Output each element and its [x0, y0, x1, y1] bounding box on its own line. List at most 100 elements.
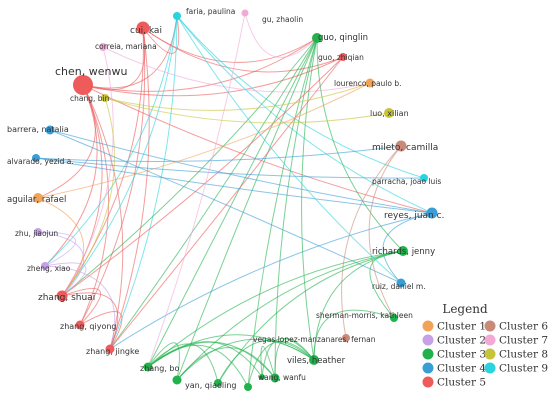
node-lourenco[interactable]: [365, 78, 375, 88]
edge-aguilar-lourenco: [37, 82, 371, 199]
node-wang[interactable]: [270, 373, 280, 383]
node-viles[interactable]: [309, 355, 319, 365]
node-label-correia: correia, mariana: [95, 42, 157, 51]
edge-zheng-zhang_j: [44, 265, 116, 350]
node-guo_q[interactable]: [312, 33, 322, 43]
edge-chang-lourenco: [104, 82, 371, 111]
node-aguilar[interactable]: [33, 193, 43, 203]
node-sherman[interactable]: [390, 314, 398, 322]
edge-guo_q-yan: [176, 37, 318, 381]
node-richards[interactable]: [398, 246, 408, 256]
node-label-zhu: zhu, jiaojun: [15, 229, 58, 238]
node-gu[interactable]: [241, 9, 249, 17]
node-guo_z[interactable]: [339, 53, 347, 61]
node-zhang_j[interactable]: [105, 344, 115, 354]
edge-zhu-zheng: [37, 231, 77, 267]
edge-correia-lourenco: [102, 46, 371, 93]
node-label-chang: chang, bin: [70, 94, 110, 103]
edge-guo_q-viles: [301, 37, 318, 361]
legend-swatch-4: [422, 362, 434, 374]
edge-alvarado-mileto: [35, 145, 402, 162]
edge-guo_q-zhang_b: [147, 37, 318, 368]
node-label-zhang_j: zhang, jingke: [86, 347, 139, 356]
node-label-vegas: vegas lopez-manzanares, fernan: [253, 335, 376, 344]
node-label-faria: faria, paulina: [186, 7, 235, 16]
edge-viles-yan: [176, 339, 315, 381]
edge-zhang_b-n_small1: [147, 343, 219, 384]
edge-zheng-zhang_s: [44, 262, 87, 297]
node-label-guo_q: guo, qinglin: [318, 33, 368, 43]
legend-swatch-7: [484, 334, 496, 346]
node-label-reyes: reyes, juan c.: [384, 211, 444, 221]
edge-guo_q-wang: [274, 37, 318, 379]
edge-richards-yan: [176, 250, 404, 381]
node-yan[interactable]: [172, 375, 182, 385]
node-faria[interactable]: [173, 12, 181, 20]
node-zhang_s[interactable]: [56, 290, 68, 302]
node-n_small3[interactable]: [259, 374, 265, 380]
edge-zhu-zhang_s: [37, 231, 85, 297]
network-nodes: [32, 9, 438, 391]
node-cui[interactable]: [136, 21, 150, 35]
node-reyes[interactable]: [426, 207, 438, 219]
legend-label-1: Cluster 1: [437, 321, 486, 333]
edge-alvarado-reyes: [35, 157, 433, 214]
edge-cui-guo_q: [142, 27, 318, 63]
legend-label-3: Cluster 3: [437, 349, 486, 361]
node-chen[interactable]: [73, 75, 93, 95]
node-correia[interactable]: [99, 43, 107, 51]
edge-alvarado-parracha: [35, 157, 425, 179]
node-label-zhang_s: zhang, shuai: [38, 293, 95, 303]
node-label-alvarado: alvarado, yezid a.: [7, 157, 74, 166]
node-label-gu: gu, zhaolin: [262, 15, 303, 24]
edge-chen-guo_q: [82, 37, 318, 92]
node-chang[interactable]: [101, 94, 109, 102]
node-label-lourenco: lourenco, paulo b.: [334, 79, 402, 88]
edge-barrera-reyes: [49, 129, 433, 214]
node-zheng[interactable]: [41, 262, 49, 270]
edge-viles-wang: [274, 338, 315, 379]
node-alvarado[interactable]: [32, 154, 40, 162]
node-barrera[interactable]: [45, 125, 55, 135]
node-label-richards: richards, jenny: [372, 247, 435, 257]
node-n_small2[interactable]: [244, 383, 252, 391]
legend-swatch-2: [422, 334, 434, 346]
edge-chen-zheng: [44, 84, 98, 267]
legend-items: Cluster 1 Cluster 6 Cluster 2 Cluster 7 Clus…: [422, 320, 548, 389]
legend-label-4: Cluster 4: [437, 363, 486, 375]
node-label-parracha: parracha, joao luis: [372, 177, 441, 186]
edge-cui-zhang_q: [79, 27, 146, 326]
node-ruiz[interactable]: [396, 278, 406, 288]
edge-chang-luo: [104, 97, 390, 124]
node-mileto[interactable]: [395, 140, 407, 152]
node-vegas[interactable]: [342, 334, 350, 342]
node-zhang_b[interactable]: [143, 362, 153, 372]
edge-richards-zhang_b: [147, 250, 404, 368]
edge-gu-guo_q: [244, 12, 318, 58]
node-zhu[interactable]: [34, 228, 42, 236]
edge-guo_z-zhang_s: [61, 56, 344, 297]
edge-viles-n_small1: [217, 339, 315, 384]
edge-faria-zheng: [44, 15, 178, 267]
edge-zhang_q-zhang_j: [79, 311, 123, 350]
edge-reyes-ruiz: [382, 212, 433, 284]
node-label-wang: wang, wanfu: [258, 373, 306, 382]
edge-zhang_s-zhang_q: [61, 288, 101, 326]
node-n_small1[interactable]: [214, 379, 222, 387]
node-label-zhang_q: zhang, qiyong: [60, 322, 116, 331]
node-label-zheng: zheng, xiao: [27, 264, 71, 273]
node-label-chen: chen, wenwu: [55, 65, 127, 78]
edge-guo_q-n_small2: [247, 37, 318, 388]
node-label-zhang_b: zhang, bo: [140, 364, 179, 373]
edge-viles-sherman: [313, 309, 395, 361]
node-zhang_q[interactable]: [75, 320, 85, 330]
node-parracha[interactable]: [420, 174, 428, 182]
legend-swatch-8: [484, 348, 496, 360]
node-luo[interactable]: [384, 108, 394, 118]
edge-aguilar-zhang_s: [37, 197, 85, 297]
node-label-barrera: barrera, natalia: [7, 125, 69, 134]
node-label-yan: yan, qiaoling: [185, 381, 236, 390]
legend-swatch-9: [484, 362, 496, 374]
legend-swatch-5: [422, 376, 434, 388]
